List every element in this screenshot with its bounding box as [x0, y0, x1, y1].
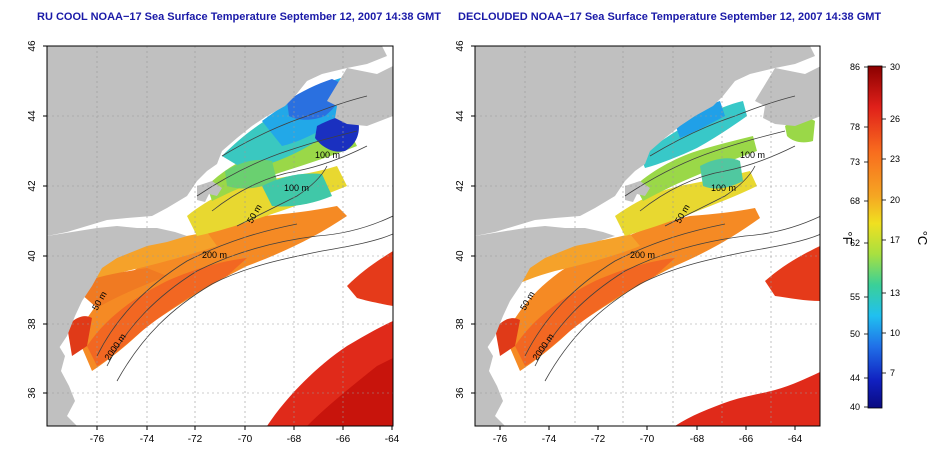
fahrenheit-tick: 55	[850, 292, 860, 302]
left-contour-label-200m: 200 m	[202, 250, 227, 260]
celsius-unit-label: °C	[915, 231, 930, 246]
fahrenheit-tick: 68	[850, 196, 860, 206]
left-lat-tick: 42	[27, 180, 38, 192]
right-lon-tick: -64	[788, 434, 803, 445]
right-lon-ticks: -76 -74 -72 -70 -68 -66 -64	[493, 434, 803, 445]
fahrenheit-ticks: 86 78 73 68 62 55 50 44 40	[850, 62, 860, 412]
right-lon-tick: -68	[690, 434, 705, 445]
right-map-panel: 100 m 100 m 50 m 200 m 50 m 2000 m	[455, 40, 821, 445]
celsius-tick: 30	[890, 62, 900, 72]
left-lon-ticks: -76 -74 -72 -70 -68 -66 -64	[90, 434, 400, 445]
right-lat-ticks: 46 44 42 40 38 36	[455, 40, 466, 399]
fahrenheit-tick: 50	[850, 329, 860, 339]
right-lat-tick: 40	[455, 250, 466, 262]
left-lon-tick: -66	[336, 434, 351, 445]
left-contour-label-100m-north: 100 m	[315, 150, 340, 160]
right-lat-tick: 46	[455, 40, 466, 52]
right-lat-tick: 36	[455, 387, 466, 399]
celsius-tick: 13	[890, 288, 900, 298]
right-lon-tick: -66	[739, 434, 754, 445]
right-lon-tick: -70	[640, 434, 655, 445]
left-lon-tick: -74	[140, 434, 155, 445]
colorbar-gradient	[867, 65, 883, 409]
right-lat-tick: 38	[455, 318, 466, 330]
celsius-tick: 20	[890, 195, 900, 205]
fahrenheit-unit-label: °F	[840, 231, 855, 244]
right-contour-label-100m-mid: 100 m	[711, 183, 736, 193]
left-lat-tick: 46	[27, 40, 38, 52]
right-contour-label-100m-north: 100 m	[740, 150, 765, 160]
fahrenheit-tick: 62	[850, 238, 860, 248]
fahrenheit-tick: 86	[850, 62, 860, 72]
left-lat-tick: 40	[27, 250, 38, 262]
left-lon-tick: -68	[287, 434, 302, 445]
fahrenheit-tick: 78	[850, 122, 860, 132]
right-lat-tick: 44	[455, 110, 466, 122]
left-contour-label-100m-mid: 100 m	[284, 183, 309, 193]
left-map-title: RU COOL NOAA−17 Sea Surface Temperature …	[37, 11, 442, 23]
celsius-tick: 7	[890, 368, 895, 378]
right-lon-tick: -74	[542, 434, 557, 445]
celsius-tick: 10	[890, 328, 900, 338]
celsius-tick: 17	[890, 235, 900, 245]
left-lon-tick: -64	[385, 434, 400, 445]
left-map-panel: 100 m 100 m 50 m 200 m 50 m 2000 m	[27, 40, 400, 445]
left-lat-ticks: 46 44 42 40 38 36	[27, 40, 38, 399]
left-lon-tick: -72	[188, 434, 203, 445]
left-lon-tick: -70	[238, 434, 253, 445]
right-lon-tick: -72	[591, 434, 606, 445]
left-lat-tick: 38	[27, 318, 38, 330]
right-contour-label-200m: 200 m	[630, 250, 655, 260]
fahrenheit-tick: 73	[850, 157, 860, 167]
right-lon-tick: -76	[493, 434, 508, 445]
left-map-frame	[46, 45, 394, 427]
right-sst-field	[475, 101, 820, 426]
left-lat-tick: 44	[27, 110, 38, 122]
celsius-ticks: 30 26 23 20 17 13 10 7	[890, 62, 900, 378]
temperature-colorbar: 86 78 73 68 62 55 50 44 40 30 26 23 20 1…	[840, 62, 930, 412]
celsius-tick: 23	[890, 154, 900, 164]
right-lat-tick: 42	[455, 180, 466, 192]
right-map-title: DECLOUDED NOAA−17 Sea Surface Temperatur…	[458, 11, 882, 23]
left-lon-tick: -76	[90, 434, 105, 445]
fahrenheit-tick: 44	[850, 373, 860, 383]
celsius-tick: 26	[890, 114, 900, 124]
fahrenheit-tick: 40	[850, 402, 860, 412]
left-lat-tick: 36	[27, 387, 38, 399]
